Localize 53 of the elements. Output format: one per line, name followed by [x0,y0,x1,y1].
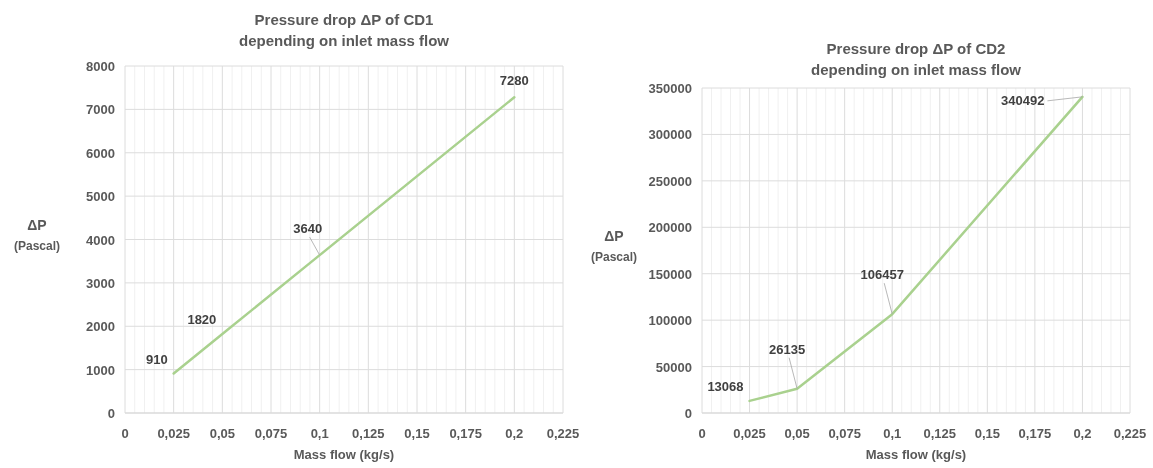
y-tick-label: 0 [107,406,115,421]
y-tick-label: 1000 [86,362,115,378]
x-tick-label: 0,2 [505,426,524,441]
line-series [748,95,1084,403]
x-tick-label: 0,075 [828,426,861,441]
x-tick-label: 0,125 [923,426,957,441]
y-tick-label: 250000 [648,173,692,189]
x-axis-title: Mass flow (kg/s) [865,447,967,462]
data-label: 1820 [187,312,217,328]
y-tick-label: 5000 [86,189,115,205]
x-tick-label: 0,075 [254,426,288,441]
y-tick-label: 350000 [648,81,692,96]
y-tick-label: 50000 [655,359,692,375]
y-tick-label: 100000 [648,313,692,329]
x-tick-label: 0 [121,426,129,441]
data-label: 3640 [293,221,323,237]
line-series [172,95,516,375]
y-tick-label: 150000 [648,266,692,282]
x-tick-label: 0,05 [784,426,810,441]
y-tick-label: 300000 [648,127,692,143]
x-tick-label: 0,05 [209,426,235,441]
x-tick-label: 0,025 [157,426,190,441]
y-tick-label: 0 [684,406,692,421]
y-tick-label: 6000 [86,145,115,161]
y-tick-label: 4000 [86,232,115,248]
y-axis-title: ΔP (Pascal) [590,227,638,264]
y-tick-label: 200000 [648,220,692,236]
x-tick-label: 0,1 [883,426,902,441]
data-label: 13068 [707,378,744,394]
data-label: 26135 [769,341,806,357]
y-tick-label: 2000 [86,319,115,335]
x-tick-label: 0,2 [1073,426,1092,441]
chart-title: Pressure drop ΔP of CD1 depending on inlet mass flow [238,11,450,49]
x-tick-label: 0,125 [352,426,385,441]
y-tick-label: 7000 [86,102,115,118]
x-tick-label: 0 [698,426,706,441]
y-tick-label: 3000 [86,275,115,291]
x-tick-label: 0,225 [1113,426,1147,441]
x-tick-label: 0,1 [310,426,329,441]
y-tick-label: 8000 [86,59,115,74]
x-tick-label: 0,225 [546,426,580,441]
x-axis-title: Mass flow (kg/s) [293,447,395,462]
x-tick-label: 0,15 [404,426,430,441]
y-axis-title: ΔP (Pascal) [13,216,61,253]
x-tick-label: 0,15 [974,426,1000,441]
chart-title: Pressure drop ΔP of CD2 depending on inlet mass flow [810,40,1022,78]
x-tick-label: 0,175 [1018,426,1052,441]
data-label: 340492 [1001,92,1045,108]
data-label: 910 [145,351,168,367]
data-label: 106457 [860,267,904,283]
data-label: 7280 [499,73,529,89]
x-tick-label: 0,175 [449,426,482,441]
x-tick-label: 0,025 [733,426,766,441]
